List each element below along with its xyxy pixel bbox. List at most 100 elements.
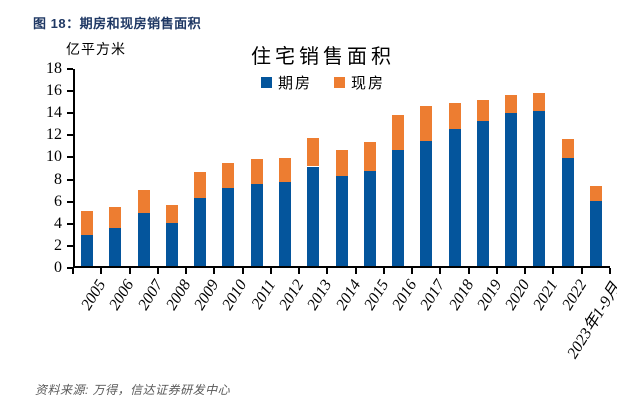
y-axis-tick-label: 8 — [54, 170, 62, 188]
bar-segment-existing — [194, 172, 207, 198]
y-axis-tick-mark — [67, 200, 73, 203]
y-axis-tick-label: 18 — [46, 60, 62, 77]
bar-segment-presale — [420, 141, 433, 266]
x-axis-tick-mark — [609, 268, 611, 274]
bar-segment-presale — [505, 112, 518, 266]
bar-segment-existing — [278, 157, 291, 182]
bar-segment-existing — [533, 92, 546, 112]
bar-segment-presale — [448, 128, 461, 266]
y-axis-tick-mark — [67, 112, 73, 115]
x-axis-category-label: 2010 — [219, 277, 251, 314]
x-axis-tick-mark — [156, 268, 159, 274]
bar-segment-existing — [420, 106, 433, 142]
x-axis-tick-mark — [411, 268, 414, 274]
x-axis-tick-mark — [552, 268, 555, 274]
bar-segment-existing — [476, 100, 489, 121]
x-axis-tick-mark — [241, 268, 244, 274]
y-axis-tick-mark — [67, 267, 73, 269]
x-axis-tick-mark — [382, 268, 385, 274]
x-axis-tick-mark — [100, 268, 103, 274]
y-axis-unit-label: 亿平方米 — [66, 41, 126, 57]
bar-segment-presale — [137, 213, 150, 266]
bar-segment-existing — [81, 211, 94, 236]
x-axis-tick-mark — [580, 268, 583, 274]
y-axis-tick-mark — [67, 68, 73, 70]
bar-segment-presale — [476, 120, 489, 266]
x-axis-category-label: 2018 — [445, 277, 477, 314]
legend: 期房 现房 — [73, 72, 573, 93]
bar-segment-presale — [278, 181, 291, 266]
bar-segment-existing — [505, 94, 518, 113]
bar-segment-presale — [392, 150, 405, 266]
y-axis-tick-label: 4 — [54, 214, 62, 232]
bar-segment-presale — [561, 158, 574, 266]
existing-color-swatch — [334, 77, 345, 88]
y-axis-tick-label: 12 — [46, 126, 62, 144]
bar-segment-presale — [335, 176, 348, 266]
bar-segment-presale — [165, 223, 178, 266]
x-axis-category-label: 2013 — [304, 277, 336, 314]
chart-title: 住宅销售面积 — [251, 46, 395, 68]
x-axis-tick-mark — [524, 268, 527, 274]
x-axis-tick-mark — [495, 268, 498, 274]
bar-segment-presale — [109, 227, 122, 266]
bar-segment-presale — [589, 200, 602, 266]
x-axis-category-label: 2011 — [248, 277, 280, 313]
x-axis-category-label: 2006 — [106, 277, 138, 314]
bar-segment-presale — [363, 170, 376, 266]
x-axis-category-label: 2005 — [78, 277, 110, 314]
bar-segment-existing — [222, 163, 235, 189]
y-axis-tick-mark — [67, 244, 73, 247]
bar-segment-existing — [137, 189, 150, 214]
bar-segment-existing — [335, 149, 348, 177]
bar-segment-existing — [561, 139, 574, 159]
y-axis-tick-label: 6 — [54, 192, 62, 210]
x-axis-category-label: 2015 — [360, 277, 393, 314]
bar-segment-existing — [307, 138, 320, 167]
bar-segment-presale — [222, 188, 235, 266]
x-axis-category-label: 2008 — [162, 277, 195, 314]
x-axis-tick-mark — [354, 268, 357, 274]
bar-segment-presale — [250, 183, 263, 266]
x-axis-category-label: 2017 — [417, 277, 449, 314]
bar-segment-existing — [165, 204, 178, 224]
legend-item-existing: 现房 — [334, 72, 385, 93]
bar-segment-presale — [81, 235, 94, 266]
x-axis-tick-mark — [185, 268, 188, 274]
bar-segment-existing — [109, 206, 122, 228]
bar-segment-existing — [392, 114, 405, 151]
bar-segment-presale — [194, 198, 207, 266]
y-axis-tick-mark — [67, 134, 73, 137]
x-axis-tick-mark — [213, 268, 216, 274]
x-axis-category-label: 2007 — [134, 277, 167, 314]
legend-label-presale: 期房 — [277, 75, 312, 92]
x-axis-tick-mark — [269, 268, 272, 274]
y-axis-tick-mark — [67, 222, 73, 225]
presale-color-swatch — [260, 77, 272, 88]
y-axis-tick-label: 10 — [46, 148, 62, 166]
bar-segment-existing — [250, 158, 263, 184]
y-axis-tick-mark — [67, 156, 73, 159]
x-axis-tick-mark — [439, 268, 442, 274]
x-axis-category-label: 2009 — [191, 277, 223, 314]
legend-label-existing: 现房 — [351, 75, 386, 92]
bar-segment-existing — [363, 142, 376, 171]
figure-caption: 图 18：期房和现房销售面积 — [33, 16, 202, 31]
bar-segment-presale — [533, 111, 546, 266]
y-axis-tick-label: 0 — [54, 259, 62, 276]
x-axis-category-label: 2016 — [389, 277, 421, 314]
x-axis-tick-mark — [467, 268, 470, 274]
legend-item-presale: 期房 — [260, 72, 312, 93]
y-axis-tick-mark — [67, 178, 73, 181]
x-axis-tick-mark — [326, 268, 329, 274]
x-axis-tick-mark — [298, 268, 301, 274]
x-axis-tick-mark — [128, 268, 131, 274]
x-axis-category-label: 2019 — [473, 277, 506, 314]
bar-segment-existing — [589, 186, 602, 201]
x-axis-tick-mark — [72, 268, 74, 274]
x-axis-category-label: 2012 — [276, 277, 308, 314]
y-axis-tick-label: 2 — [54, 236, 62, 254]
x-axis-category-label: 2020 — [502, 277, 534, 314]
bar-segment-existing — [448, 102, 461, 129]
